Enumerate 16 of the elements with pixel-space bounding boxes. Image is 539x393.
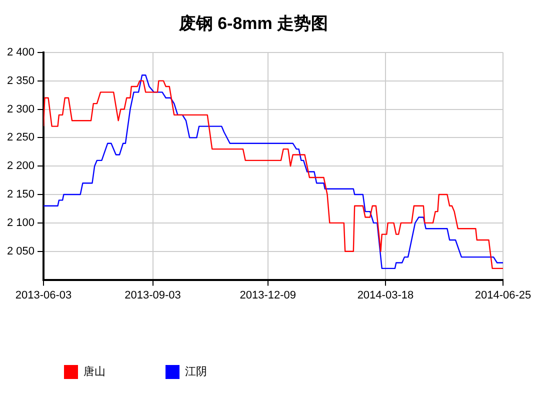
y-tick-label: 2 100 — [6, 216, 35, 229]
y-tick-label: 2 200 — [6, 160, 35, 172]
y-tick-label: 2 250 — [6, 132, 35, 144]
chart-title: 废钢 6-8mm 走势图 — [178, 14, 328, 33]
x-tick-label: 2013-12-09 — [240, 289, 296, 302]
x-tick-label: 2013-06-03 — [15, 289, 72, 302]
y-tick-label: 2 150 — [6, 188, 35, 201]
y-tick-label: 2 300 — [6, 103, 35, 116]
y-tick-label: 2 050 — [6, 245, 35, 258]
y-tick-label: 2 400 — [6, 46, 35, 58]
y-tick-label: 2 350 — [6, 74, 35, 87]
legend-label: 江阴 — [185, 366, 207, 378]
x-tick-label: 2013-09-03 — [124, 289, 181, 302]
x-tick-label: 2014-03-18 — [357, 289, 414, 302]
x-tick-label: 2014-06-25 — [474, 289, 532, 302]
legend-label: 唐山 — [84, 365, 106, 378]
